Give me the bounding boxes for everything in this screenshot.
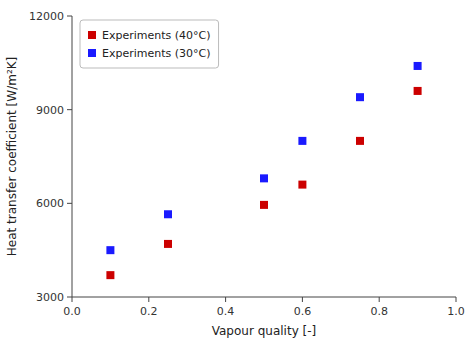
x-tick-label: 0.6 bbox=[294, 305, 312, 318]
legend-marker bbox=[88, 31, 96, 39]
x-tick bbox=[302, 297, 303, 302]
y-tick bbox=[67, 109, 72, 110]
point bbox=[298, 137, 306, 145]
y-tick-label: 12000 bbox=[29, 10, 64, 23]
y-tick-label: 6000 bbox=[36, 197, 64, 210]
point bbox=[164, 240, 172, 248]
x-axis-line bbox=[72, 297, 456, 298]
x-tick bbox=[456, 297, 457, 302]
point bbox=[414, 87, 422, 95]
x-tick bbox=[379, 297, 380, 302]
y-axis-line bbox=[72, 16, 73, 297]
x-tick bbox=[72, 297, 73, 302]
y-tick bbox=[67, 297, 72, 298]
point bbox=[414, 62, 422, 70]
point bbox=[106, 246, 114, 254]
legend-box bbox=[80, 20, 219, 68]
x-tick bbox=[225, 297, 226, 302]
point bbox=[298, 181, 306, 189]
x-axis-label: Vapour quality [-] bbox=[212, 324, 317, 338]
x-tick bbox=[148, 297, 149, 302]
point bbox=[356, 93, 364, 101]
legend-label: Experiments (30°C) bbox=[102, 47, 211, 60]
legend: Experiments (40°C) Experiments (30°C) bbox=[80, 20, 219, 68]
y-tick-label: 3000 bbox=[36, 291, 64, 304]
legend-marker bbox=[88, 49, 96, 57]
legend-label: Experiments (40°C) bbox=[102, 29, 211, 42]
chart: 0.0 0.2 0.4 0.6 0.8 1.0 3000 6000 9000 12000 Vapou… bbox=[0, 0, 474, 345]
y-tick bbox=[67, 203, 72, 204]
point bbox=[260, 174, 268, 182]
x-tick-label: 0.2 bbox=[140, 305, 158, 318]
y-tick bbox=[67, 16, 72, 17]
y-tick-label: 9000 bbox=[36, 104, 64, 117]
point bbox=[356, 137, 364, 145]
plot-area bbox=[106, 62, 421, 279]
x-tick-label: 1.0 bbox=[447, 305, 465, 318]
point bbox=[260, 201, 268, 209]
point bbox=[164, 210, 172, 218]
point bbox=[106, 271, 114, 279]
x-tick-label: 0.0 bbox=[63, 305, 81, 318]
y-axis-label: Heat transfer coefficient [W/m²K] bbox=[5, 57, 19, 257]
x-tick-label: 0.8 bbox=[370, 305, 388, 318]
x-tick-label: 0.4 bbox=[217, 305, 235, 318]
